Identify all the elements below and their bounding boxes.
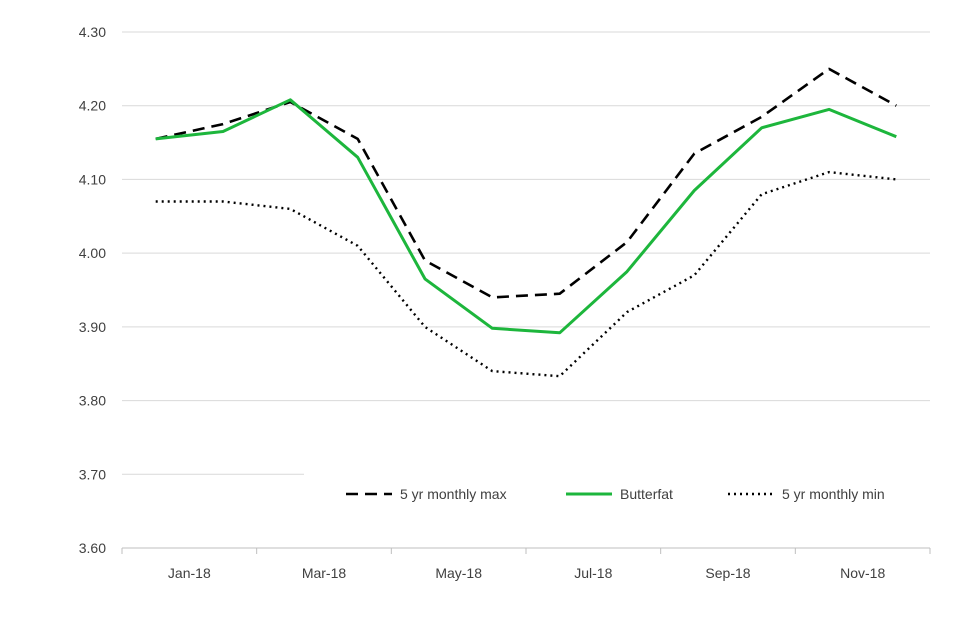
x-tick-label: Sep-18 <box>705 565 750 581</box>
legend-background <box>304 460 930 544</box>
series-line-butterfat <box>155 98 897 335</box>
series-lines <box>155 67 897 378</box>
legend-box <box>304 460 930 544</box>
legend-label: 5 yr monthly min <box>782 486 885 502</box>
legend-label: Butterfat <box>620 486 673 502</box>
x-tick-label: Jul-18 <box>574 565 612 581</box>
series-line-5-yr-monthly-min <box>155 170 897 378</box>
y-tick-label: 4.30 <box>79 24 106 40</box>
gridlines <box>122 31 930 475</box>
y-tick-label: 3.60 <box>79 540 106 556</box>
x-tick-label: Mar-18 <box>302 565 347 581</box>
y-axis-tick-labels: 4.30 4.20 4.10 4.00 3.90 3.80 3.70 3.60 <box>79 24 106 556</box>
legend-label: 5 yr monthly max <box>400 486 507 502</box>
x-tick-label: Nov-18 <box>840 565 885 581</box>
y-tick-label: 4.10 <box>79 171 106 187</box>
x-tick-label: Jan-18 <box>168 565 211 581</box>
y-tick-label: 3.90 <box>79 319 106 335</box>
y-tick-label: 4.00 <box>79 245 106 261</box>
y-tick-label: 3.80 <box>79 393 106 409</box>
x-axis <box>121 547 931 554</box>
x-axis-tick-labels: Jan-18 Mar-18 May-18 Jul-18 Sep-18 Nov-18 <box>168 565 886 581</box>
series-line-5-yr-monthly-max <box>155 67 897 299</box>
legend: 5 yr monthly max Butterfat 5 yr monthly mi… <box>346 486 885 502</box>
y-tick-label: 3.70 <box>79 466 106 482</box>
x-tick-label: May-18 <box>435 565 482 581</box>
y-tick-label: 4.20 <box>79 98 106 114</box>
